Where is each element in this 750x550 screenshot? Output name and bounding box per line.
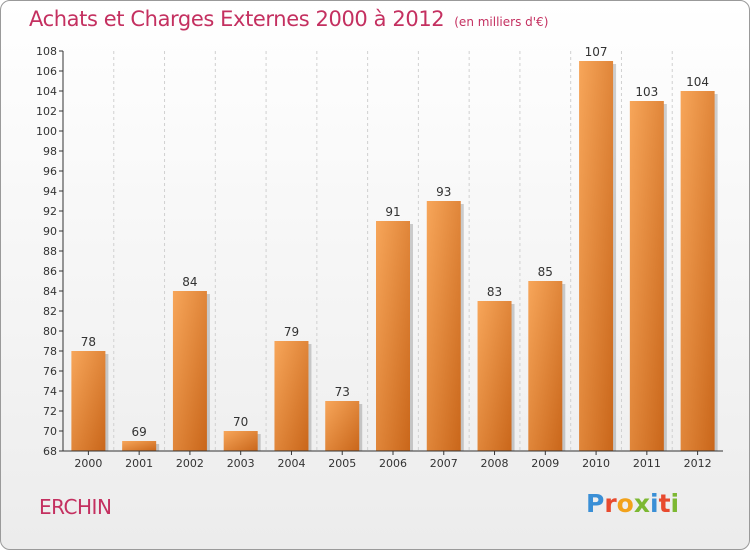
x-tick-label: 2004 [277,457,305,470]
x-tick-label: 2008 [481,457,509,470]
y-tick-label: 70 [43,425,57,438]
x-tick-label: 2001 [125,457,153,470]
data-label: 84 [182,275,197,289]
x-tick-label: 2007 [430,457,458,470]
y-tick-label: 76 [43,365,57,378]
y-tick-label: 80 [43,325,57,338]
x-tick-label: 2011 [633,457,661,470]
y-tick-label: 102 [36,105,57,118]
y-tick-label: 106 [36,65,57,78]
y-tick-label: 88 [43,245,57,258]
chart-unit: (en milliers d'€) [454,15,549,29]
bar [122,441,157,451]
bar [426,201,461,451]
bar [71,351,106,451]
bar [528,281,563,451]
y-tick-label: 104 [36,85,57,98]
town-name: ERCHIN [39,495,112,519]
y-tick-label: 74 [43,385,57,398]
x-tick-label: 2006 [379,457,407,470]
bar [629,101,664,451]
x-tick-label: 2002 [176,457,204,470]
y-tick-label: 90 [43,225,57,238]
grid [113,51,673,451]
bar [680,91,715,451]
bars [71,61,718,451]
x-tick-label: 2009 [531,457,559,470]
chart-title-text: Achats et Charges Externes 2000 à 2012 [29,7,445,31]
bar [477,301,512,451]
y-tick-label: 82 [43,305,57,318]
bar [223,431,258,451]
data-label: 79 [284,325,299,339]
data-label: 91 [385,205,400,219]
data-label: 69 [132,425,147,439]
bar [325,401,360,451]
bar [579,61,614,451]
bar [274,341,309,451]
y-tick-label: 92 [43,205,57,218]
data-label: 104 [686,75,709,89]
y-tick-label: 84 [43,285,57,298]
x-tick-label: 2005 [328,457,356,470]
y-tick-label: 96 [43,165,57,178]
bar [172,291,207,451]
y-tick-label: 68 [43,445,57,458]
data-label: 85 [538,265,553,279]
y-tick-label: 78 [43,345,57,358]
bar [376,221,410,451]
data-label: 83 [487,285,502,299]
y-tick-label: 100 [36,125,57,138]
proxiti-logo: Proxiti [586,489,680,518]
data-label: 70 [233,415,248,429]
data-label: 73 [335,385,350,399]
data-label: 103 [635,85,658,99]
data-label: 78 [81,335,96,349]
y-tick-label: 108 [36,45,57,58]
x-tick-label: 2012 [684,457,712,470]
y-tick-label: 94 [43,185,57,198]
labels: 68 70 72 74 76 78 80 82 84 86 88 90 92 94 96 98 100 102 10… [36,45,712,470]
axes [59,50,723,455]
chart-title: Achats et Charges Externes 2000 à 2012 (e… [29,7,548,31]
x-tick-label: 2010 [582,457,610,470]
y-tick-label: 72 [43,405,57,418]
data-label: 107 [585,45,608,59]
x-tick-label: 2003 [227,457,255,470]
x-tick-label: 2000 [74,457,102,470]
y-tick-label: 98 [43,145,57,158]
y-tick-label: 86 [43,265,57,278]
data-label: 93 [436,185,451,199]
